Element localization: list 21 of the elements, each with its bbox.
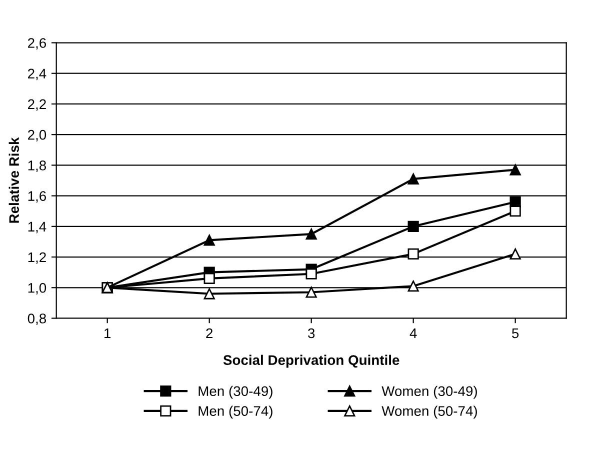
legend-label: Women (50-74) [382, 406, 477, 419]
x-axis-title: Social Deprivation Quintile [223, 354, 400, 368]
x-tick-label: 4 [410, 328, 417, 338]
x-tick-label: 3 [308, 328, 315, 338]
x-tick-label: 2 [206, 328, 212, 338]
y-tick-label: 1,6 [28, 191, 46, 203]
y-tick-label: 0,8 [28, 314, 46, 326]
legend-label: Men (50-74) [198, 406, 272, 419]
y-tick-label: 1,2 [28, 252, 46, 264]
y-tick-label: 2,2 [28, 99, 46, 111]
x-tick-label: 1 [104, 328, 111, 338]
legend-label: Men (30-49) [198, 386, 272, 399]
y-tick-label: 2,6 [28, 38, 46, 50]
y-tick-label: 1,0 [28, 282, 46, 294]
x-tick-label: 5 [512, 328, 519, 338]
y-tick-label: 2,4 [28, 68, 46, 80]
legend-label: Women (30-49) [382, 386, 477, 399]
y-tick-label: 1,4 [28, 222, 46, 234]
y-tick-label: 1,8 [28, 160, 46, 172]
y-axis-title: Relative Risk [8, 137, 20, 223]
y-tick-label: 2,0 [28, 130, 46, 142]
